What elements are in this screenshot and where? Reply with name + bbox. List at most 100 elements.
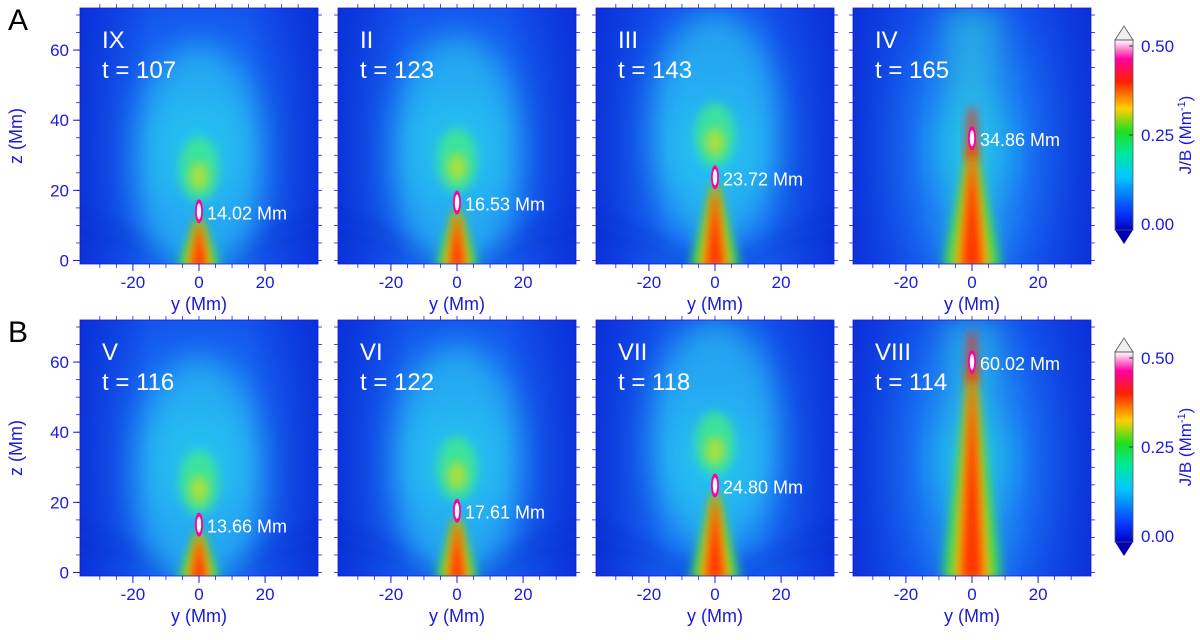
heatmap-image (80, 8, 318, 264)
peak-marker (712, 169, 718, 186)
minor-ticks (76, 4, 322, 268)
x-tick-label: -20 (894, 273, 919, 292)
heatmap-image (853, 320, 1091, 576)
colorbar-label: J/B (Mm-1) (1176, 96, 1195, 175)
panel-vi: -20 0 20 y (Mm) VI t = 122 17.61 Mm (334, 316, 580, 626)
minor-ticks (76, 316, 322, 580)
arc (213, 213, 318, 264)
panel-id-label: III (618, 27, 638, 54)
x-tick-label: -20 (121, 585, 146, 604)
colorbar-tick-label: 0.00 (1141, 527, 1174, 546)
arc (338, 543, 425, 576)
minor-ticks (849, 4, 1095, 268)
x-tick-label: 0 (967, 273, 976, 292)
height-annotation: 60.02 Mm (980, 354, 1060, 374)
minor-ticks (334, 316, 580, 580)
sheet-red (191, 223, 207, 264)
panel-id-label: VIII (875, 339, 911, 366)
panel-vii: -20 0 20 y (Mm) VII t = 118 24.80 Mm (592, 316, 838, 626)
minor-ticks (592, 4, 838, 268)
x-tick-label: 20 (256, 273, 275, 292)
peak-marker (969, 354, 975, 371)
colorbar-label-superscript: -1 (1176, 101, 1188, 111)
arc (213, 525, 318, 576)
height-annotation: 23.72 Mm (723, 169, 803, 189)
plume-core (190, 475, 208, 504)
x-tick-label: -20 (637, 585, 662, 604)
time-label: t = 116 (102, 369, 174, 396)
colorbar-ramp (1115, 40, 1133, 230)
y-tick-label: 40 (50, 423, 69, 442)
arc (80, 231, 167, 264)
peak-marker (969, 130, 975, 147)
time-label: t = 107 (102, 57, 176, 84)
minor-ticks (592, 316, 838, 580)
field-arcs (596, 213, 834, 264)
plume-core (706, 128, 724, 157)
x-axis-label: y (Mm) (687, 294, 743, 314)
x-tick-label: 20 (256, 585, 275, 604)
x-axis-label: y (Mm) (687, 606, 743, 626)
sheet-red (960, 374, 984, 576)
colorbar-tick-label: 0.25 (1141, 126, 1174, 145)
x-axis-label: y (Mm) (429, 606, 485, 626)
colorbar-under-triangle (1115, 230, 1133, 244)
x-tick-label: -20 (121, 273, 146, 292)
x-tick-label: -20 (379, 273, 404, 292)
arc (596, 213, 701, 264)
arc (596, 231, 683, 264)
arc (471, 525, 576, 576)
plume-core (706, 436, 724, 465)
y-tick-label: 20 (50, 181, 69, 200)
heatmap-image (338, 320, 576, 576)
x-tick-label: 0 (710, 273, 719, 292)
colorbar-label-main: J/B (Mm (1176, 111, 1195, 174)
x-tick-label: 20 (1029, 273, 1048, 292)
x-tick-label: 0 (967, 585, 976, 604)
arc (489, 231, 576, 264)
y-tick-label: 0 (60, 251, 69, 270)
colorbar-tick-label: 0.00 (1141, 215, 1174, 234)
sheet-red (705, 189, 725, 264)
arc (596, 525, 701, 576)
sheet-red (191, 536, 207, 576)
panel-iii: -20 0 20 y (Mm) III t = 143 23.72 Mm (592, 4, 838, 314)
colorbar-ramp (1115, 352, 1133, 542)
x-tick-label: 0 (710, 585, 719, 604)
arc (231, 231, 318, 264)
x-axis-label: y (Mm) (171, 294, 227, 314)
time-label: t = 165 (875, 57, 949, 84)
sheet-red (705, 497, 725, 576)
arc (231, 543, 318, 576)
field-arcs (80, 213, 318, 264)
y-axis-label: z (Mm) (6, 420, 26, 476)
heatmap-image (596, 320, 834, 576)
colorbar-label-main: J/B (Mm (1176, 423, 1195, 486)
arc (80, 543, 167, 576)
x-tick-label: 0 (452, 273, 461, 292)
heatmap-image (338, 8, 576, 264)
height-annotation: 24.80 Mm (723, 478, 803, 498)
colorbar-label-superscript: -1 (1176, 413, 1188, 423)
arc (729, 213, 834, 264)
arc (338, 213, 443, 264)
sheet-red (449, 214, 465, 264)
x-tick-label: 20 (514, 273, 533, 292)
arc (338, 525, 443, 576)
peak-marker (454, 194, 460, 211)
heatmap-image (80, 320, 318, 576)
field-arcs (338, 525, 576, 576)
plume-core (190, 162, 208, 191)
panel-id-label: IX (102, 27, 125, 54)
colorbar-label-close: ) (1176, 408, 1195, 414)
field-arcs (596, 525, 834, 576)
heatmap-image (596, 8, 834, 264)
panel-viii: -20 0 20 y (Mm) VIII t = 114 60.02 Mm (849, 316, 1095, 626)
x-tick-label: 20 (1029, 585, 1048, 604)
x-tick-label: -20 (637, 273, 662, 292)
row-label-a: A (8, 4, 28, 37)
peak-marker (454, 502, 460, 519)
panel-id-label: II (360, 27, 373, 54)
arc (747, 543, 834, 576)
